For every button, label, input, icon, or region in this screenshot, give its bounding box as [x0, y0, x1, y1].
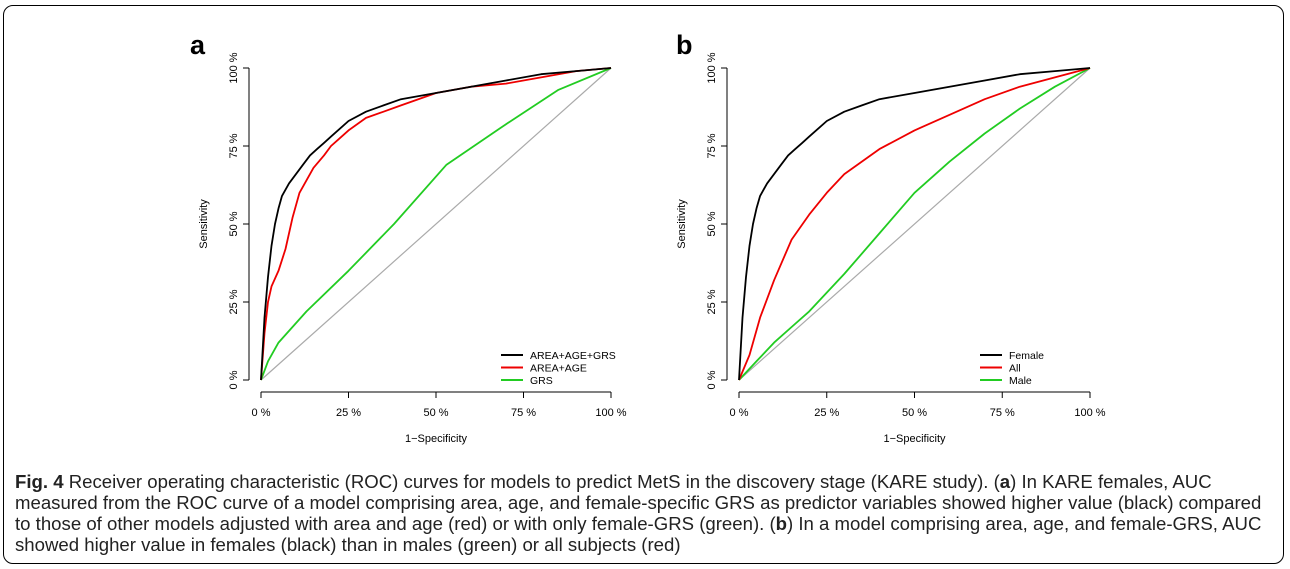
- panel-a-x-tick-label: 75 %: [511, 407, 536, 419]
- panel-a-legend-label: AREA+AGE+GRS: [530, 350, 616, 362]
- panel-a-reference-line: [260, 67, 612, 381]
- panel-b-legend-label: All: [1009, 363, 1021, 375]
- panel-a-y-tick-label: 100 %: [228, 52, 240, 83]
- figure-caption: Fig. 4 Receiver operating characteristic…: [15, 471, 1270, 555]
- panel-a-y-axis-label: Sensitivity: [198, 199, 210, 249]
- panel-b-series-all: [738, 67, 1091, 381]
- panel-b-y-tick-label: 0 %: [706, 370, 718, 389]
- caption-text-2: ) In KARE females, AUC measured from the…: [15, 471, 1262, 534]
- panel-b-y-tick-label: 50 %: [706, 211, 718, 236]
- panel-a-x-tick-label: 0 %: [252, 407, 271, 419]
- caption-ref-a: a: [999, 471, 1011, 492]
- panel-b-x-axis-label: 1−Specificity: [883, 433, 946, 445]
- panel-a-y-tick-label: 75 %: [228, 133, 240, 158]
- panel-b-x-tick-label: 100 %: [1074, 407, 1105, 419]
- panel-a-x-axis-label: 1−Specificity: [405, 433, 468, 445]
- panel-b-x-tick-label: 0 %: [730, 407, 749, 419]
- panel-a-y-tick-label: 25 %: [228, 289, 240, 314]
- panel-a-legend-label: AREA+AGE: [530, 363, 587, 375]
- panel-b-letter: b: [676, 30, 693, 60]
- panel-a-x-tick-label: 50 %: [423, 407, 448, 419]
- panel-b-reference-line: [738, 67, 1091, 381]
- panel-b-x-tick-label: 75 %: [990, 407, 1015, 419]
- panel-a-series-area-age: [260, 67, 612, 381]
- panel-b-legend-label: Male: [1009, 375, 1032, 387]
- panel-b-y-tick-label: 100 %: [706, 52, 718, 83]
- roc-figure: a 0 % 25 % 50 % 75 % 100 % 0 % 25 % 50 % 75 % 100 …: [190, 30, 1106, 445]
- panel-a-legend-label: GRS: [530, 375, 553, 387]
- panel-a-y-tick-label: 0 %: [228, 370, 240, 389]
- panel-b-series-female: [738, 67, 1091, 381]
- panel-b-x-tick-label: 50 %: [902, 407, 927, 419]
- panel-b-series-male: [738, 67, 1091, 381]
- caption-ref-b: b: [775, 513, 788, 534]
- panel-b-legend-label: Female: [1009, 350, 1044, 362]
- panel-b-y-tick-label: 75 %: [706, 133, 718, 158]
- caption-text-1: Receiver operating characteristic (ROC) …: [63, 471, 1000, 492]
- panel-b-x-tick-label: 25 %: [814, 407, 839, 419]
- panel-a-series-grs: [260, 67, 612, 381]
- panel-a-series-area-age-grs: [260, 67, 612, 381]
- panel-b-y-axis-label: Sensitivity: [676, 199, 688, 249]
- figure-frame: [3, 5, 1284, 564]
- panel-a-y-tick-label: 50 %: [228, 211, 240, 236]
- panel-a-x-tick-label: 25 %: [336, 407, 361, 419]
- figure-label: Fig. 4: [15, 471, 64, 492]
- panel-a-x-tick-label: 100 %: [595, 407, 626, 419]
- panel-b-y-tick-label: 25 %: [706, 289, 718, 314]
- caption-text-3: ) In a model comprising area, age, and f…: [15, 513, 1262, 555]
- panel-a-letter: a: [190, 30, 206, 60]
